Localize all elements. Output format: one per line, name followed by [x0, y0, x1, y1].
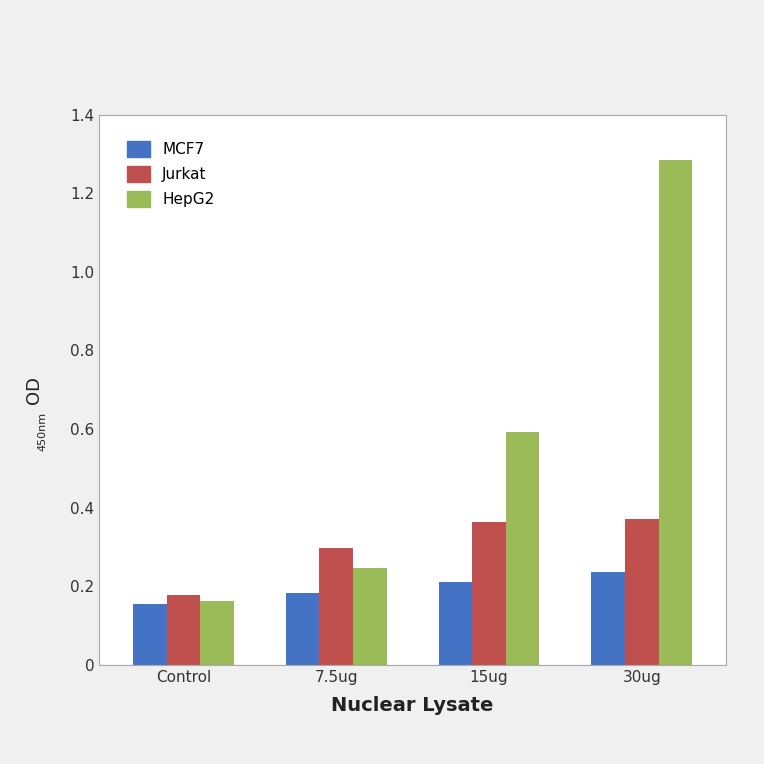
Bar — [439, 582, 472, 665]
Bar — [659, 160, 692, 665]
Text: 450nm: 450nm — [37, 412, 47, 452]
Bar — [133, 604, 167, 665]
Text: OD: OD — [25, 376, 44, 403]
Bar — [167, 594, 200, 665]
Bar — [625, 520, 659, 665]
X-axis label: Nuclear Lysate: Nuclear Lysate — [332, 696, 494, 714]
Bar — [506, 432, 539, 665]
Bar — [472, 523, 506, 665]
Bar — [286, 593, 319, 665]
Legend: MCF7, Jurkat, HepG2: MCF7, Jurkat, HepG2 — [119, 133, 222, 215]
Bar — [353, 568, 387, 665]
Bar — [319, 548, 353, 665]
Bar — [591, 572, 625, 665]
Bar — [200, 601, 234, 665]
